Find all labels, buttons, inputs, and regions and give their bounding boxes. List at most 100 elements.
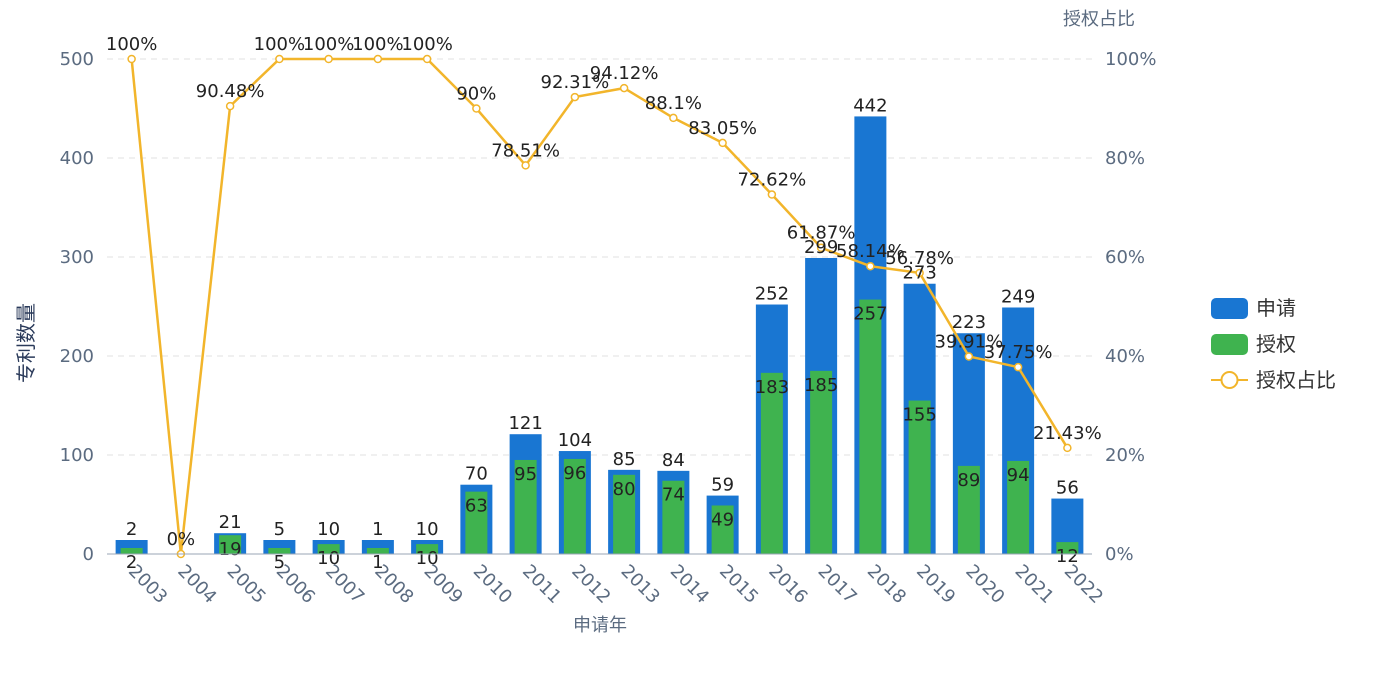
ratio-point[interactable] (1013, 362, 1023, 372)
bar-grant[interactable] (219, 535, 242, 554)
x-tick-label: 2021 (1011, 561, 1058, 608)
legend-swatch-apply (1211, 298, 1248, 319)
bar-grant[interactable] (120, 548, 143, 554)
ratio-point[interactable] (127, 54, 136, 64)
x-tick-label: 2006 (272, 561, 319, 608)
bar-apply-label: 70 (465, 464, 488, 485)
ratio-point[interactable] (275, 54, 284, 64)
bar-grant[interactable] (711, 505, 734, 554)
ratio-point[interactable] (472, 104, 481, 113)
y2-tick-label: 80% (1105, 148, 1145, 169)
bar-grant-label: 12 (1056, 546, 1079, 567)
bar-grant[interactable] (416, 544, 439, 554)
ratio-point[interactable] (669, 113, 678, 123)
x-tick-label: 2020 (961, 561, 1008, 608)
ratio-label: 100% (401, 34, 452, 55)
ratio-label: 90.48% (196, 81, 265, 102)
bar-grant[interactable] (317, 544, 340, 554)
bar-grant[interactable] (1007, 460, 1030, 554)
ratio-point[interactable] (767, 190, 777, 199)
ratio-label: 100% (303, 34, 354, 55)
ratio-point[interactable] (718, 138, 727, 148)
x-tick-label: 2013 (617, 561, 664, 608)
legend[interactable]: 申请 授权 授权占比 (1211, 296, 1336, 392)
legend-item-apply[interactable]: 申请 (1211, 296, 1296, 320)
bar-apply-label: 252 (755, 284, 789, 305)
bar-grant[interactable] (514, 459, 537, 554)
x-axis-title: 申请年 (573, 615, 627, 636)
bar-grant[interactable] (908, 400, 931, 554)
y-tick-label: 500 (60, 49, 94, 70)
x-tick-label: 2011 (518, 561, 565, 608)
bar-apply-label: 249 (1001, 286, 1035, 307)
ratio-point[interactable] (1063, 443, 1072, 453)
legend-item-ratio[interactable]: 授权占比 (1211, 368, 1336, 392)
ratio-label: 90% (456, 84, 496, 105)
bar-grant[interactable] (957, 465, 980, 554)
bar-grant[interactable] (268, 548, 291, 554)
bar-apply-label: 84 (662, 450, 685, 471)
ratio-label: 94.12% (590, 63, 659, 84)
bar-grant[interactable] (859, 299, 882, 554)
bar-grant-label: 74 (662, 485, 685, 506)
x-tick-label: 2007 (321, 561, 368, 608)
bar-grant[interactable] (465, 491, 488, 554)
bar-grant-label: 183 (755, 377, 789, 398)
y-tick-label: 300 (60, 247, 94, 268)
x-tick-label: 2014 (666, 561, 713, 608)
bar-grant-label: 80 (613, 479, 636, 500)
ratio-point[interactable] (915, 268, 924, 278)
ratio-label: 78.51% (491, 140, 560, 161)
ratio-point[interactable] (866, 261, 875, 271)
ratio-point[interactable] (225, 101, 235, 111)
bar-apply-label: 299 (804, 237, 838, 258)
legend-marker-ratio (1220, 371, 1239, 389)
ratio-point[interactable] (422, 54, 432, 64)
bar-grant-label: 10 (317, 548, 340, 569)
ratio-label: 39.91% (935, 331, 1004, 352)
ratio-label: 56.78% (885, 248, 954, 269)
ratio-line (130, 57, 1069, 555)
x-tick-label: 2012 (567, 561, 614, 608)
ratio-point[interactable] (373, 54, 383, 64)
bar-grant[interactable] (760, 372, 783, 554)
bar-grant-label: 10 (416, 548, 439, 569)
ratio-point[interactable] (619, 83, 629, 93)
ratio-point[interactable] (324, 54, 333, 64)
bar-grant-label: 1 (372, 552, 383, 573)
ratio-label: 100% (254, 34, 305, 55)
x-tick-label: 2018 (863, 561, 910, 608)
bar-apply-label: 5 (274, 519, 285, 540)
bar-grant[interactable] (1056, 542, 1079, 554)
bar-grant-label: 89 (957, 470, 980, 491)
y-axis-title: 专利数量 (14, 303, 38, 383)
bar-apply-label: 2 (126, 519, 137, 540)
bar-grant[interactable] (662, 480, 685, 554)
x-tick-label: 2009 (420, 561, 467, 608)
bar-grant-label: 49 (711, 509, 734, 530)
bar-grant[interactable] (563, 458, 586, 554)
ratio-point[interactable] (521, 161, 530, 170)
bar-apply-label: 104 (558, 430, 592, 451)
y2-tick-label: 60% (1105, 247, 1145, 268)
ratio-label: 61.87% (787, 223, 856, 244)
bar-apply-label: 10 (416, 519, 439, 540)
legend-item-grant[interactable]: 授权 (1211, 332, 1296, 356)
bar-apply-label: 85 (613, 449, 636, 470)
bar-apply-label: 442 (853, 95, 887, 116)
ratio-point[interactable] (964, 352, 974, 361)
bar-grant[interactable] (613, 474, 636, 554)
bar-grant-label: 96 (563, 463, 586, 484)
bar-apply-label: 56 (1056, 478, 1079, 499)
bar-grant[interactable] (810, 370, 833, 554)
x-tick-label: 2008 (370, 561, 417, 608)
legend-label-apply: 申请 (1256, 296, 1296, 320)
bar-grant-label: 5 (274, 552, 285, 573)
bar-grant-label: 19 (219, 539, 242, 560)
ratio-point[interactable] (570, 92, 580, 102)
bar-grant[interactable] (366, 548, 389, 554)
x-tick-label: 2003 (124, 561, 171, 608)
ratio-point[interactable] (816, 243, 826, 252)
y2-tick-label: 20% (1105, 445, 1145, 466)
bar-grant-label: 185 (804, 375, 838, 396)
